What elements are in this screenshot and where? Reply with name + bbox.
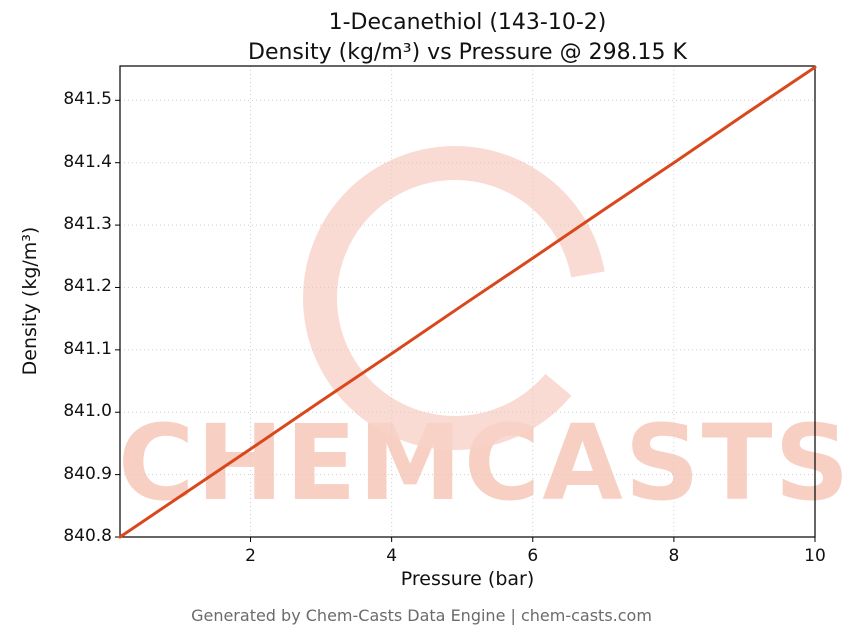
x-tick-label: 8: [668, 546, 680, 566]
footer-text: Generated by Chem-Casts Data Engine | ch…: [191, 606, 652, 625]
watermark-ring-icon: [303, 146, 607, 450]
y-tick-label: 841.1: [63, 338, 112, 359]
y-tick-label: 841.3: [63, 214, 112, 235]
chart-title-line2: Density (kg/m³) vs Pressure @ 298.15 K: [248, 40, 687, 65]
y-tick-label: 841.4: [63, 151, 112, 172]
y-tick-label: 841.2: [63, 276, 112, 297]
chart-title-line1: 1-Decanethiol (143-10-2): [328, 10, 607, 35]
x-tick-label: 10: [804, 546, 826, 566]
x-tick-label: 2: [245, 546, 256, 566]
chart-title: 1-Decanethiol (143-10-2) Density (kg/m³)…: [120, 8, 815, 68]
y-tick-label: 840.8: [63, 526, 112, 546]
x-tick-label: 4: [386, 546, 398, 566]
x-axis-label: Pressure (bar): [400, 568, 535, 590]
plot-border: [119, 65, 816, 538]
x-tick-label: 6: [527, 546, 539, 566]
y-tick-label: 841.5: [63, 89, 112, 110]
data-line-density: [118, 65, 817, 539]
y-tick-label: 840.9: [63, 463, 112, 484]
y-tick-label: 841.0: [63, 401, 112, 422]
